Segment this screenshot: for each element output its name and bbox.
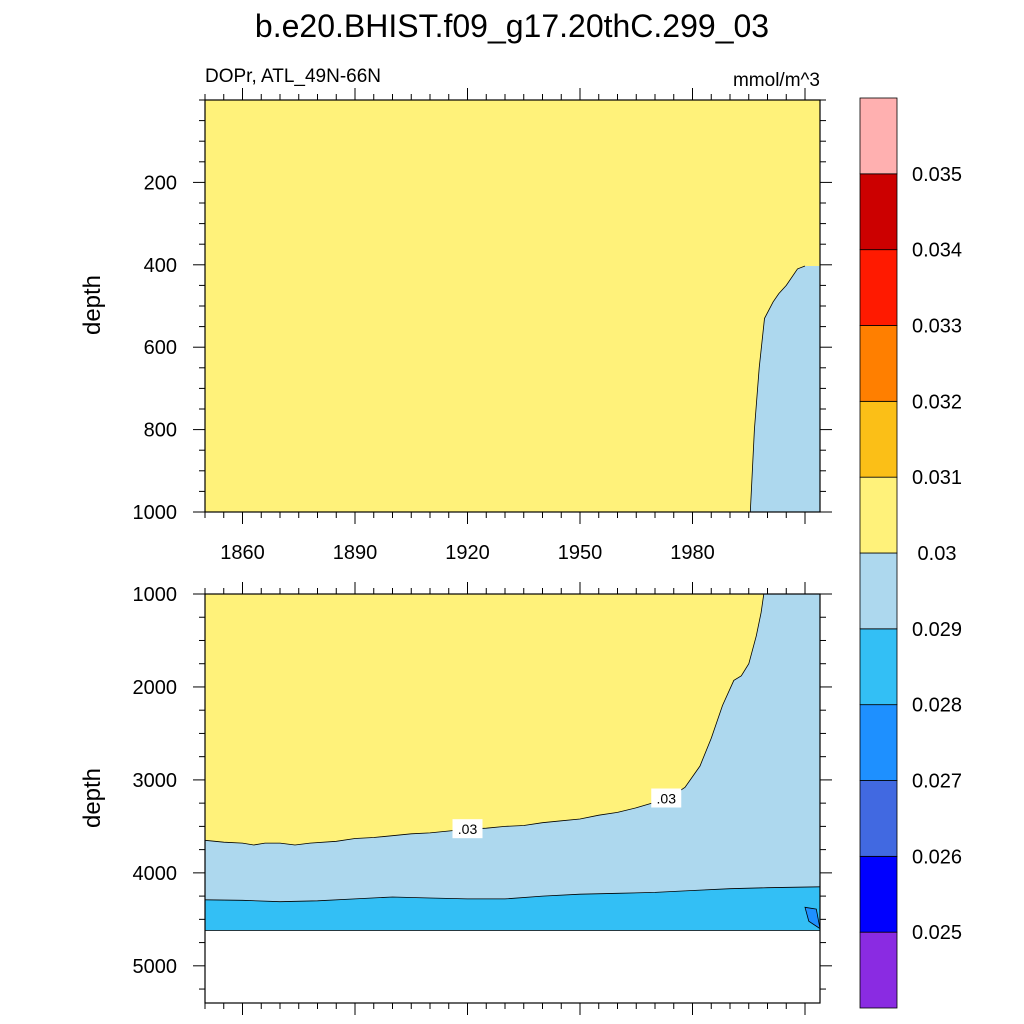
chart-subtitle-variable: DOPr, ATL_49N-66N bbox=[205, 66, 381, 87]
colorbar-label: 0.032 bbox=[912, 391, 962, 413]
x-tick-label: 1860 bbox=[220, 542, 265, 564]
x-tick-label: 1890 bbox=[333, 542, 378, 564]
colorbar-swatch bbox=[859, 325, 898, 402]
x-tick-label: 1980 bbox=[670, 542, 715, 564]
colorbar-label: 0.034 bbox=[912, 240, 962, 262]
colorbar-label: 0.033 bbox=[912, 316, 962, 338]
contour-label-background bbox=[651, 788, 682, 808]
colorbar-swatch bbox=[859, 780, 898, 857]
colorbar-swatch bbox=[859, 476, 898, 554]
y-tick-label: 200 bbox=[144, 172, 177, 194]
contour-line-0.03 bbox=[204, 593, 765, 846]
y-tick-label: 1000 bbox=[133, 584, 178, 606]
y-tick-label: 2000 bbox=[133, 677, 178, 699]
x-tick-label: 1950 bbox=[558, 542, 603, 564]
contour-label-background bbox=[452, 819, 483, 839]
y-tick-label: 4000 bbox=[133, 863, 178, 885]
colorbar-label: 0.028 bbox=[912, 695, 962, 717]
colorbar-label: 0.029 bbox=[912, 619, 962, 641]
upper-panel: 200 400 600 800 1000 bbox=[133, 88, 832, 524]
colorbar-swatch bbox=[859, 97, 898, 175]
colorbar-swatch bbox=[859, 173, 898, 251]
colorbar-label: 0.026 bbox=[912, 846, 962, 868]
y-tick-label: 1000 bbox=[133, 502, 178, 524]
y-tick-label: 3000 bbox=[133, 770, 178, 792]
y-tick-label: 800 bbox=[144, 420, 177, 442]
y-tick-label: 5000 bbox=[133, 956, 178, 978]
colorbar: 0.025 0.026 0.027 0.028 0.029 0.03 0.031 0.032 0… bbox=[859, 97, 962, 1009]
colorbar-swatch bbox=[859, 628, 898, 706]
colorbar-label: 0.031 bbox=[912, 467, 962, 489]
colorbar-swatch bbox=[859, 855, 898, 933]
colorbar-swatch bbox=[859, 931, 898, 1009]
field-fill-0.030-0.031 bbox=[205, 100, 820, 512]
colorbar-label: 0.035 bbox=[912, 164, 962, 186]
lower-panel: .03 .03 1000 2000 3000 4000 5000 bbox=[133, 582, 832, 1015]
chart-subtitle-units: mmol/m^3 bbox=[733, 70, 820, 91]
x-tick-label: 1920 bbox=[445, 542, 490, 564]
contour-label: .03 bbox=[657, 791, 677, 807]
contour-line-0.03 bbox=[749, 265, 806, 513]
y-tick-label: 600 bbox=[144, 337, 177, 359]
field-fill-0.030-0.031 bbox=[205, 594, 764, 845]
lower-y-axis-label: depth bbox=[79, 768, 106, 828]
colorbar-label: 0.03 bbox=[918, 543, 957, 565]
upper-y-axis-label: depth bbox=[79, 275, 106, 335]
colorbar-label: 0.027 bbox=[912, 771, 962, 793]
colorbar-label: 0.025 bbox=[912, 922, 962, 944]
colorbar-swatch bbox=[859, 400, 898, 478]
chart-title: b.e20.BHIST.f09_g17.20thC.299_03 bbox=[255, 8, 769, 44]
panel-frame bbox=[204, 593, 821, 1004]
y-tick-label: 400 bbox=[144, 255, 177, 277]
field-fill-0.029-0.030 bbox=[750, 266, 820, 512]
contour-label: .03 bbox=[458, 821, 478, 837]
colorbar-swatch bbox=[859, 552, 898, 630]
x-tick-labels: 1860 1890 1920 1950 1980 bbox=[220, 542, 715, 564]
colorbar-swatch bbox=[859, 704, 898, 781]
contour-line-0.029 bbox=[204, 886, 821, 903]
colorbar-swatch bbox=[859, 249, 898, 326]
